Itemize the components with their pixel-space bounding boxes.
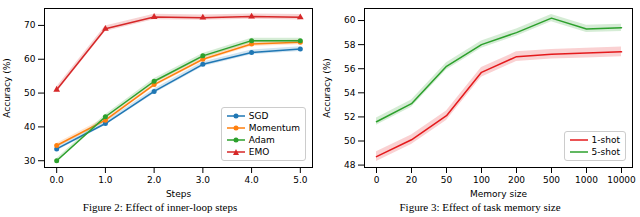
svg-text:50: 50 — [344, 136, 356, 146]
svg-text:50: 50 — [24, 88, 36, 98]
svg-text:70: 70 — [24, 20, 36, 30]
svg-text:Accuracy (%): Accuracy (%) — [2, 58, 12, 118]
svg-text:50: 50 — [441, 175, 453, 185]
html-text:EMO: EMO — [248, 147, 270, 157]
html-text:SGD: SGD — [248, 111, 269, 121]
svg-text:58: 58 — [344, 40, 356, 50]
html-text:Figure 2: Effect of inner-loop: Figure 2: Effect of inner-loop steps — [82, 201, 238, 213]
svg-text:60: 60 — [344, 15, 356, 25]
svg-text:56: 56 — [344, 64, 356, 74]
svg-text:10000: 10000 — [607, 175, 636, 185]
svg-text:1000: 1000 — [575, 175, 598, 185]
html-text:5-shot: 5-shot — [591, 147, 620, 157]
svg-text:40: 40 — [24, 122, 36, 132]
svg-text:60: 60 — [24, 54, 36, 64]
svg-text:Steps: Steps — [166, 189, 191, 199]
svg-text:2.0: 2.0 — [147, 175, 162, 185]
html-text:Figure 3: Effect of task memor: Figure 3: Effect of task memory size — [399, 201, 561, 213]
svg-text:3.0: 3.0 — [196, 175, 211, 185]
html-text:Adam: Adam — [248, 135, 275, 145]
svg-text:30: 30 — [24, 156, 36, 166]
svg-text:5.0: 5.0 — [293, 175, 308, 185]
svg-text:Memory size: Memory size — [470, 189, 527, 199]
html-text:Momentum: Momentum — [248, 123, 300, 133]
html-text:1-shot: 1-shot — [591, 135, 620, 145]
svg-text:500: 500 — [543, 175, 560, 185]
svg-text:Accuracy (%): Accuracy (%) — [322, 58, 332, 118]
svg-text:0.0: 0.0 — [50, 175, 65, 185]
svg-text:0: 0 — [374, 175, 380, 185]
svg-text:4.0: 4.0 — [244, 175, 259, 185]
svg-text:48: 48 — [344, 160, 356, 170]
svg-text:100: 100 — [473, 175, 490, 185]
svg-text:200: 200 — [508, 175, 525, 185]
svg-text:1.0: 1.0 — [98, 175, 113, 185]
svg-text:52: 52 — [344, 112, 355, 122]
svg-text:54: 54 — [344, 88, 356, 98]
svg-text:20: 20 — [406, 175, 418, 185]
